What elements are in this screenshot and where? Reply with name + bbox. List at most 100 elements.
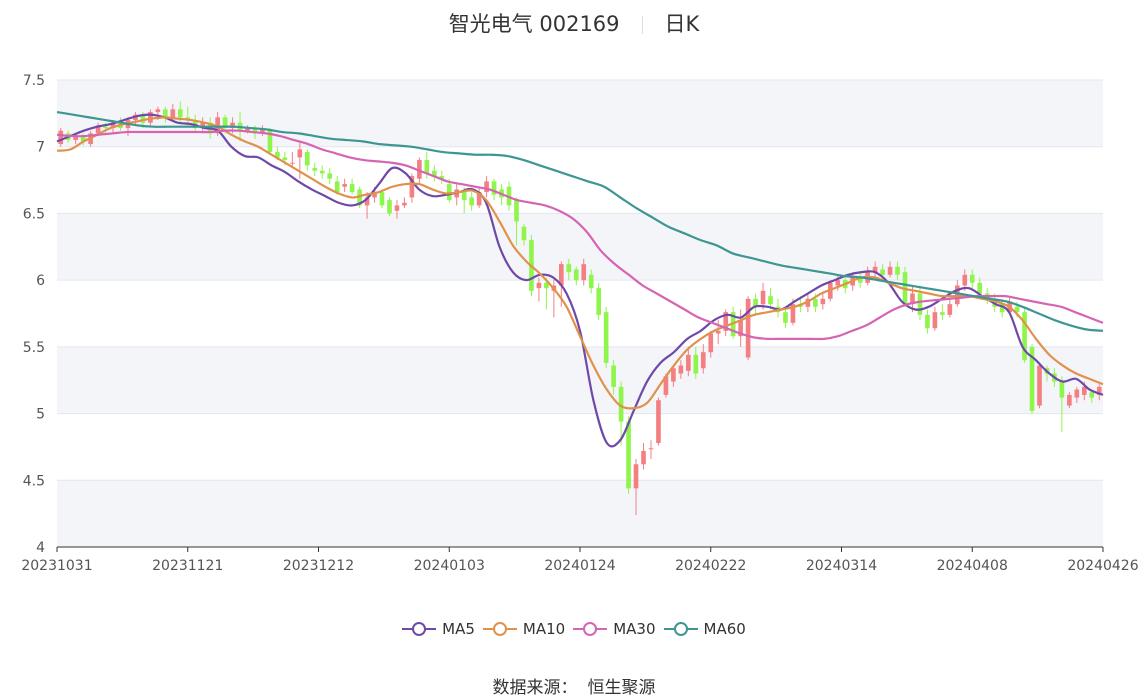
candle-body (947, 304, 953, 315)
candle-body (163, 109, 168, 118)
candle-body (813, 298, 818, 307)
legend-marker-icon (663, 622, 698, 636)
candle-body (177, 109, 183, 118)
x-tick-label: 20240408 (937, 558, 1008, 574)
candle-body (671, 368, 676, 382)
candle-body (222, 117, 228, 129)
legend-item-ma30[interactable]: MA30 (573, 620, 656, 638)
candle-body (1022, 312, 1027, 361)
x-tick-label: 20231121 (152, 558, 223, 574)
candle-body (334, 181, 340, 193)
candle-body (439, 176, 445, 179)
y-tick-label: 4.5 (23, 473, 45, 489)
candle-body (977, 282, 983, 294)
candle-body (573, 269, 579, 281)
candle-body (663, 376, 669, 395)
candle-body (693, 354, 699, 374)
candle-body (1014, 306, 1020, 313)
candle-body (581, 264, 587, 281)
ma-line-ma30 (56, 129, 1104, 341)
candle-body (342, 184, 347, 187)
data-source: 数据来源： 恒生聚源 (0, 673, 1148, 698)
candle-body (962, 274, 968, 286)
chart-title: 智光电气 002169 日K (0, 8, 1148, 38)
candle-body (648, 448, 654, 450)
legend-marker-icon (573, 622, 608, 636)
candle-body (820, 298, 826, 305)
candle-body (461, 192, 467, 201)
candle-body (940, 312, 945, 315)
candle-body (349, 184, 355, 193)
candle-body (618, 386, 624, 422)
candle-body (409, 176, 415, 198)
candle-body (1059, 381, 1065, 398)
candles (58, 101, 1102, 515)
legend-marker-icon (402, 622, 437, 636)
grid-lines (57, 79, 1103, 481)
candle-body (760, 290, 766, 305)
candle-body (215, 117, 220, 134)
candle-body (469, 197, 474, 206)
candle-body (364, 197, 370, 206)
candle-body (932, 312, 938, 329)
grid-band (57, 480, 1103, 547)
candle-body (1082, 386, 1087, 395)
candle-body (260, 128, 265, 134)
x-tick-label: 20240222 (675, 558, 746, 574)
legend-item-ma5[interactable]: MA5 (402, 620, 475, 638)
candle-body (491, 181, 497, 195)
candle-body (252, 128, 258, 134)
candle-body (312, 168, 318, 171)
period-label[interactable]: 日K (664, 12, 700, 36)
candlestick-chart: 4 4.5 5 5.5 6 6.5 7 7.5 20231031 20231121 2023121… (21, 73, 1138, 574)
candle-body (917, 293, 923, 315)
candle-body (521, 226, 527, 241)
stock-name: 智光电气 002169 (448, 12, 620, 36)
candle-body (230, 122, 235, 129)
ma-line-ma60 (56, 110, 1104, 332)
candle-body (446, 184, 452, 201)
candle-body (715, 330, 721, 334)
legend-item-ma10[interactable]: MA10 (482, 620, 565, 638)
legend-label: MA30 (613, 620, 656, 638)
grid-band (57, 346, 1103, 414)
candle-body (431, 170, 437, 177)
candle-body (872, 266, 878, 273)
ma-line-ma10 (56, 116, 1104, 410)
candle-body (110, 122, 116, 129)
x-tick-label: 20231031 (21, 558, 92, 574)
ma-line-ma5 (56, 113, 1104, 448)
candle-body (379, 192, 385, 206)
candle-body (80, 136, 86, 142)
x-tick-label: 20240314 (806, 558, 877, 574)
candle-body (417, 160, 422, 179)
title-separator (641, 16, 643, 34)
candle-body (805, 298, 811, 307)
candle-body (103, 126, 108, 129)
candle-body (514, 200, 519, 222)
candle-body (895, 266, 900, 275)
x-tick-label: 20240426 (1067, 558, 1138, 574)
candle-body (282, 157, 288, 161)
y-tick-label: 7 (36, 140, 45, 156)
candle-body (723, 312, 729, 331)
candle-body (611, 365, 616, 387)
candle-body (999, 304, 1005, 313)
candle-body (148, 112, 153, 123)
candle-body (559, 264, 564, 286)
y-axis: 4 4.5 5 5.5 6 6.5 7 7.5 (23, 73, 45, 556)
candle-body (402, 202, 407, 206)
candle-body (297, 149, 303, 158)
candle-body (566, 264, 572, 273)
legend-marker-icon (482, 622, 517, 636)
source-name: 恒生聚源 (587, 678, 656, 698)
candle-body (641, 450, 646, 465)
grid-band (57, 80, 1103, 147)
legend-item-ma60[interactable]: MA60 (663, 620, 746, 638)
candle-body (319, 170, 325, 174)
grid-bands (57, 80, 1103, 547)
candle-body (245, 128, 250, 131)
candle-body (626, 421, 631, 489)
candle-body (424, 160, 430, 174)
x-tick-label: 20240103 (414, 558, 485, 574)
